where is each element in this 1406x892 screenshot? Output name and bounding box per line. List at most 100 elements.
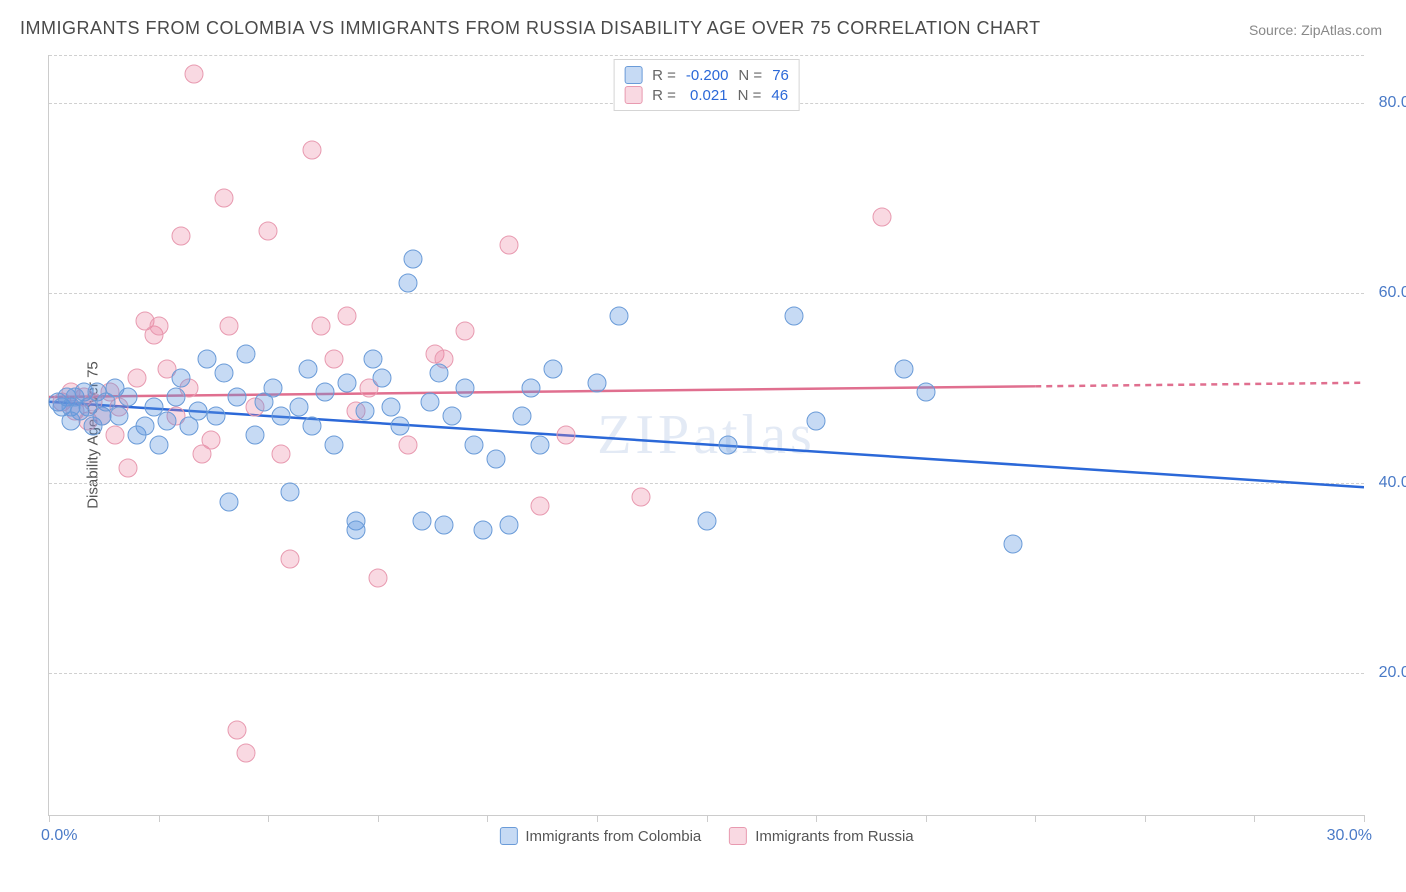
point-series1 bbox=[530, 435, 549, 454]
point-series1 bbox=[465, 435, 484, 454]
x-axis-min-label: 0.0% bbox=[41, 827, 77, 845]
point-series1 bbox=[206, 407, 225, 426]
point-series2 bbox=[149, 316, 168, 335]
point-series1 bbox=[246, 426, 265, 445]
series-legend: Immigrants from Colombia Immigrants from… bbox=[499, 827, 913, 845]
n-value: 46 bbox=[771, 87, 788, 104]
point-series2 bbox=[311, 316, 330, 335]
point-series1 bbox=[215, 364, 234, 383]
point-series1 bbox=[430, 364, 449, 383]
y-tick-label: 80.0% bbox=[1372, 94, 1406, 112]
point-series1 bbox=[381, 397, 400, 416]
x-tick bbox=[268, 815, 269, 822]
x-tick bbox=[597, 815, 598, 822]
point-series1 bbox=[289, 397, 308, 416]
point-series1 bbox=[316, 383, 335, 402]
point-series1 bbox=[355, 402, 374, 421]
legend-item-series2: Immigrants from Russia bbox=[729, 827, 913, 845]
point-series1 bbox=[263, 378, 282, 397]
x-tick bbox=[1035, 815, 1036, 822]
point-series1 bbox=[456, 378, 475, 397]
point-series2 bbox=[272, 445, 291, 464]
point-series1 bbox=[785, 307, 804, 326]
swatch-series2 bbox=[729, 827, 747, 845]
r-label: R = bbox=[652, 87, 676, 104]
point-series1 bbox=[338, 373, 357, 392]
point-series1 bbox=[303, 416, 322, 435]
correlation-legend: R = -0.200 N = 76 R = 0.021 N = 46 bbox=[613, 59, 800, 111]
n-label: N = bbox=[738, 67, 762, 84]
point-series1 bbox=[916, 383, 935, 402]
y-tick-label: 60.0% bbox=[1372, 284, 1406, 302]
r-value: 0.021 bbox=[686, 87, 728, 104]
x-tick bbox=[1254, 815, 1255, 822]
point-series2 bbox=[127, 369, 146, 388]
point-series1 bbox=[118, 388, 137, 407]
x-tick bbox=[378, 815, 379, 822]
point-series2 bbox=[219, 316, 238, 335]
point-series1 bbox=[390, 416, 409, 435]
point-series2 bbox=[456, 321, 475, 340]
point-series2 bbox=[872, 207, 891, 226]
x-tick bbox=[1364, 815, 1365, 822]
point-series2 bbox=[557, 426, 576, 445]
y-tick-label: 20.0% bbox=[1372, 664, 1406, 682]
point-series1 bbox=[149, 435, 168, 454]
point-series1 bbox=[346, 521, 365, 540]
swatch-series2 bbox=[624, 86, 642, 104]
series1-label: Immigrants from Colombia bbox=[525, 828, 701, 845]
point-series2 bbox=[303, 141, 322, 160]
legend-row-series2: R = 0.021 N = 46 bbox=[624, 86, 789, 104]
point-series1 bbox=[894, 359, 913, 378]
point-series1 bbox=[807, 411, 826, 430]
point-series2 bbox=[184, 65, 203, 84]
point-series1 bbox=[228, 388, 247, 407]
x-tick bbox=[926, 815, 927, 822]
swatch-series1 bbox=[499, 827, 517, 845]
point-series1 bbox=[136, 416, 155, 435]
point-series2 bbox=[105, 426, 124, 445]
point-series1 bbox=[719, 435, 738, 454]
point-series1 bbox=[544, 359, 563, 378]
point-series1 bbox=[443, 407, 462, 426]
point-series2 bbox=[281, 549, 300, 568]
source-label: Source: ZipAtlas.com bbox=[1249, 22, 1382, 38]
series2-label: Immigrants from Russia bbox=[755, 828, 913, 845]
point-series2 bbox=[399, 435, 418, 454]
point-series2 bbox=[368, 568, 387, 587]
point-series2 bbox=[338, 307, 357, 326]
legend-row-series1: R = -0.200 N = 76 bbox=[624, 66, 789, 84]
point-series1 bbox=[609, 307, 628, 326]
point-series1 bbox=[158, 411, 177, 430]
point-series1 bbox=[403, 250, 422, 269]
point-series1 bbox=[189, 402, 208, 421]
point-series1 bbox=[500, 516, 519, 535]
point-series2 bbox=[324, 350, 343, 369]
point-series1 bbox=[522, 378, 541, 397]
point-series1 bbox=[197, 350, 216, 369]
point-series2 bbox=[228, 720, 247, 739]
point-series1 bbox=[697, 511, 716, 530]
point-series2 bbox=[215, 188, 234, 207]
x-tick bbox=[707, 815, 708, 822]
swatch-series1 bbox=[624, 66, 642, 84]
point-series1 bbox=[434, 516, 453, 535]
n-label: N = bbox=[738, 87, 762, 104]
point-series2 bbox=[530, 497, 549, 516]
legend-item-series1: Immigrants from Colombia bbox=[499, 827, 701, 845]
point-series1 bbox=[587, 373, 606, 392]
r-value: -0.200 bbox=[686, 67, 729, 84]
point-series1 bbox=[399, 274, 418, 293]
point-series1 bbox=[281, 483, 300, 502]
point-series1 bbox=[412, 511, 431, 530]
point-series1 bbox=[513, 407, 532, 426]
x-tick bbox=[487, 815, 488, 822]
point-series2 bbox=[202, 430, 221, 449]
x-tick bbox=[816, 815, 817, 822]
point-series2 bbox=[500, 236, 519, 255]
point-series1 bbox=[298, 359, 317, 378]
point-series2 bbox=[631, 487, 650, 506]
y-tick-label: 40.0% bbox=[1372, 474, 1406, 492]
point-series1 bbox=[487, 449, 506, 468]
point-series2 bbox=[237, 744, 256, 763]
